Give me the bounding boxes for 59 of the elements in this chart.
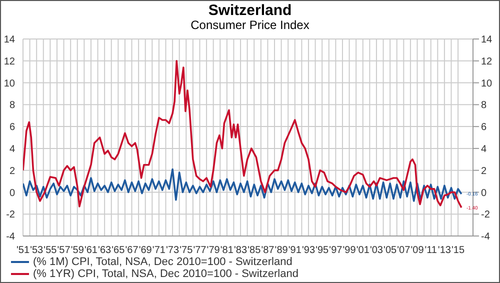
y-tick-label: 10	[4, 78, 16, 90]
x-tick-label: '79	[206, 245, 220, 256]
x-tick-label: '09	[410, 245, 424, 256]
x-tick-label: '55	[44, 245, 58, 256]
x-tick-label: '77	[193, 245, 207, 256]
y-tick-label: 2	[9, 166, 16, 177]
legend-label: (% 1M) CPI, Total, NSA, Dec 2010=100 - Switzerland	[33, 256, 292, 268]
line-series	[23, 168, 462, 202]
x-tick-label: '85	[248, 245, 262, 256]
y-tick-label: -4	[6, 232, 16, 243]
x-tick-label: '91	[288, 245, 302, 256]
x-tick-label: '83	[234, 245, 248, 256]
y-tick-label: 8	[9, 100, 16, 112]
x-tick-label: '73	[166, 245, 180, 256]
x-tick-label: '01	[356, 245, 370, 256]
x-tick-label: '89	[274, 245, 288, 256]
x-tick-label: '11	[424, 245, 438, 256]
x-tick-label: '13	[438, 245, 452, 256]
x-tick-label: '51	[16, 245, 30, 256]
x-tick-label: '71	[152, 245, 166, 256]
y2-tick-label: -2	[481, 210, 490, 221]
x-tick-label: '67	[125, 245, 139, 256]
y2-tick-label: 6	[481, 122, 487, 134]
x-tick-label: '59	[70, 245, 84, 256]
chart-title: Switzerland	[207, 2, 293, 19]
x-tick-label: '57	[57, 245, 71, 256]
x-tick-label: '99	[342, 245, 356, 256]
y2-tick-label: 10	[481, 78, 493, 90]
x-tick-label: '75	[180, 245, 194, 256]
x-tick-label: '87	[261, 245, 275, 256]
y-tick-label: -2	[6, 210, 16, 221]
y-tick-label: 4	[9, 144, 16, 155]
x-tick-label: '03	[370, 245, 384, 256]
x-tick-label: '97	[329, 245, 343, 256]
x-tick-label: '69	[138, 245, 152, 256]
y2-tick-label: -4	[481, 232, 490, 243]
x-tick-label: '81	[220, 245, 234, 256]
x-tick-label: '93	[302, 245, 316, 256]
x-tick-label: '95	[316, 245, 330, 256]
x-tick-label: '63	[98, 245, 112, 256]
x-tick-label: '65	[112, 245, 126, 256]
chart-subtitle: Consumer Price Index	[190, 18, 310, 32]
x-tick-label: '05	[384, 245, 398, 256]
y2-tick-label: 12	[481, 56, 493, 68]
x-tick-label: '53	[30, 245, 44, 256]
y2-tick-label: 8	[481, 100, 487, 112]
y2-tick-label: 0	[481, 188, 487, 199]
y-tick-label: 12	[4, 56, 16, 68]
y-tick-label: 0	[9, 188, 16, 199]
x-tick-label: '61	[84, 245, 98, 256]
y2-tick-label: 14	[481, 34, 493, 46]
y2-tick-label: 4	[481, 144, 487, 155]
y2-tick-label: 2	[481, 166, 487, 177]
y-tick-label: 14	[4, 34, 16, 46]
x-tick-label: '15	[452, 245, 465, 256]
x-tick-label: '07	[397, 245, 411, 256]
line-series	[23, 60, 462, 208]
legend-label: (% 1YR) CPI, Total, NSA, Dec 2010=100 - Switzerland	[33, 268, 298, 280]
y-tick-label: 6	[9, 122, 16, 134]
